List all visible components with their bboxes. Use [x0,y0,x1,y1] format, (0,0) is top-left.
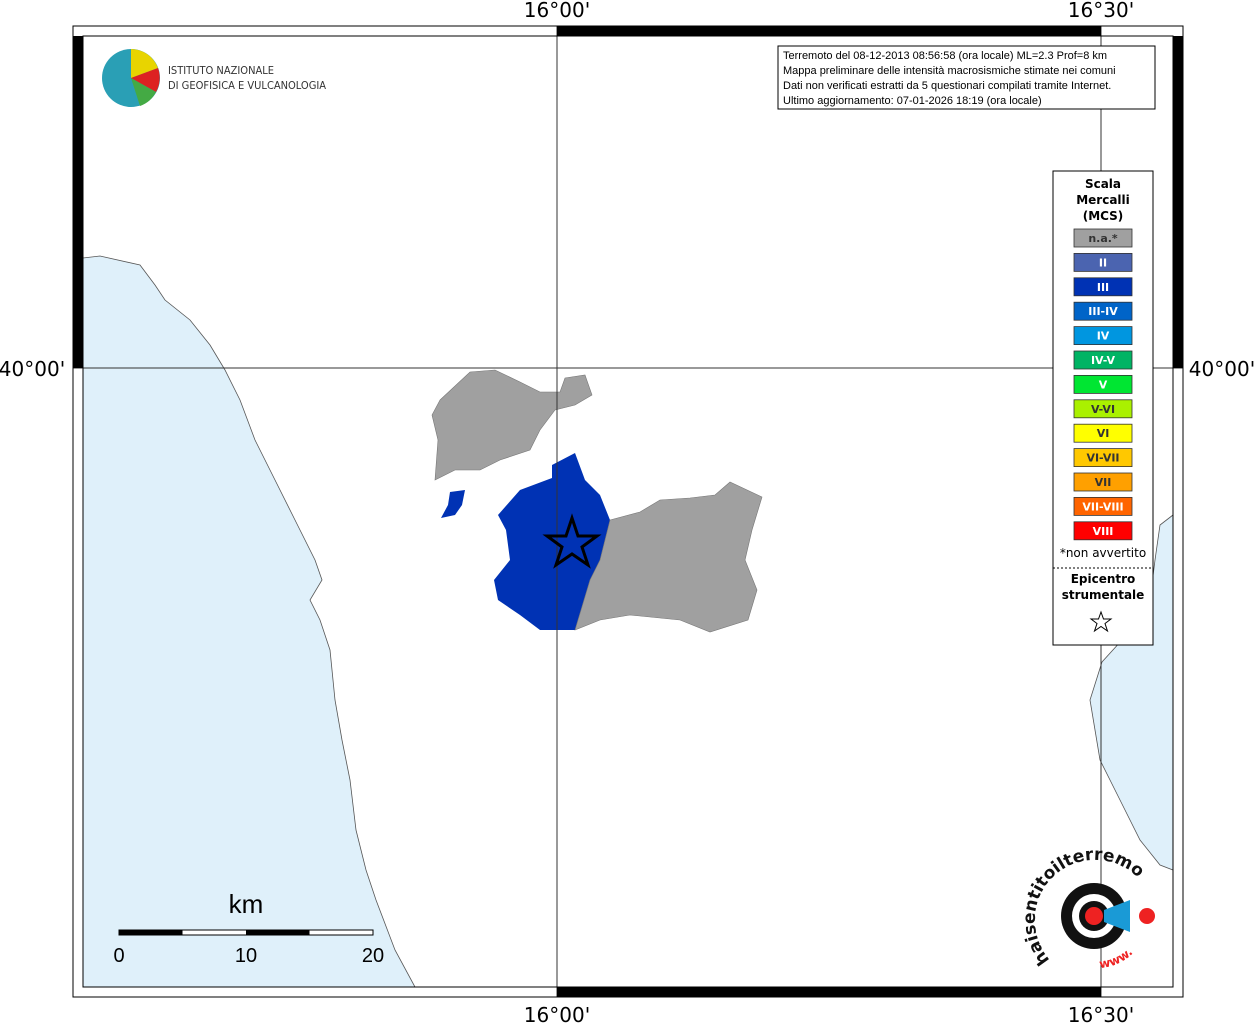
logo-sector [131,78,156,106]
info-line: Mappa preliminare delle intensità macros… [783,65,1116,77]
logo-ring [1085,907,1103,925]
frame-segment [1173,36,1183,368]
legend-swatch [1073,326,1133,346]
legend-title-line: Scala [1085,177,1121,191]
legend-title: Scala Mercalli (MCS) [1076,177,1130,223]
logo-text: ISTITUTO NAZIONALE [168,64,274,77]
frame-segment [73,36,83,368]
legend-swatch [1073,252,1133,272]
municipality-na-east [574,481,763,633]
legend-label: VII [1095,476,1112,489]
legend-label: n.a.* [1088,232,1118,245]
info-line: Terremoto del 08-12-2013 08:56:58 (ora l… [783,50,1107,62]
logo-text: DI GEOFISICA E VULCANOLOGIA [168,79,326,92]
epicenter-star [542,513,602,569]
legend-swatch [1073,496,1133,516]
logo-sector [131,68,160,92]
legend-swatch [1073,374,1133,394]
info-line: Ultimo aggiornamento: 07-01-2026 18:19 (… [783,95,1042,107]
legend-label: V-VI [1091,403,1115,416]
legend-label: II [1099,256,1107,269]
legend-label: VII-VIII [1082,500,1123,513]
info-line: Dati non verificati estratti da 5 questi… [783,80,1111,92]
municipality-iii-small [441,490,465,518]
legend-epicenter: Epicentro [1071,572,1136,586]
legend-swatch [1073,228,1133,248]
lat-label: 40°00' [1189,357,1255,381]
sea-west [82,255,416,988]
legend-epicenter: strumentale [1062,588,1145,602]
legend-label: VI-VII [1086,452,1119,465]
legend-label: IV [1097,330,1110,343]
scalebar-segment [119,930,183,935]
legend-swatch [1073,350,1133,370]
frame-segment [557,26,1101,36]
scalebar-tick: 20 [362,945,384,967]
legend-label: VI [1097,427,1110,440]
legend-title-line: Mercalli [1076,193,1130,207]
scalebar-tick: 0 [113,945,124,967]
legend-star [1089,610,1113,633]
lon-label: 16°00' [524,0,590,22]
legend-title-line: (MCS) [1083,209,1124,223]
legend-label: V [1099,378,1108,391]
scalebar-unit: km [229,889,264,919]
legend-swatch [1073,448,1133,468]
frame-segment [557,987,1101,997]
legend-note: *non avvertito [1060,546,1146,560]
ingv-logo: ISTITUTO NAZIONALE DI GEOFISICA E VULCAN… [102,49,326,107]
scalebar-tick: 10 [235,945,257,967]
lat-label: 40°00' [0,357,65,381]
info-text: Terremoto del 08-12-2013 08:56:58 (ora l… [783,50,1116,107]
legend-swatch [1073,521,1133,541]
info-box [777,45,1156,110]
logo-speaker [1104,900,1130,932]
scalebar-segment [246,930,310,935]
logo-dot [1139,908,1155,924]
lon-label: 16°00' [524,1003,590,1024]
lon-label: 16°30' [1068,1003,1134,1024]
legend-items: n.a.*IIIIIIII-IVIVIV-VVV-VIVIVI-VIIVIIVI… [1073,228,1133,541]
lon-label: 16°30' [1068,0,1134,22]
legend-swatch [1073,423,1133,443]
legend-label: III-IV [1088,305,1118,318]
legend-swatch [1073,277,1133,297]
municipality-na-north [431,369,593,481]
legend-swatch [1073,399,1133,419]
frame-ticks [73,26,1183,997]
legend-label: III [1097,281,1109,294]
logo-sector [131,49,158,78]
legend-label: IV-V [1091,354,1116,367]
legend-label: VIII [1093,525,1114,538]
legend-swatch [1073,301,1133,321]
legend-swatch [1073,472,1133,492]
scalebar: km 0 10 20 [113,889,384,967]
